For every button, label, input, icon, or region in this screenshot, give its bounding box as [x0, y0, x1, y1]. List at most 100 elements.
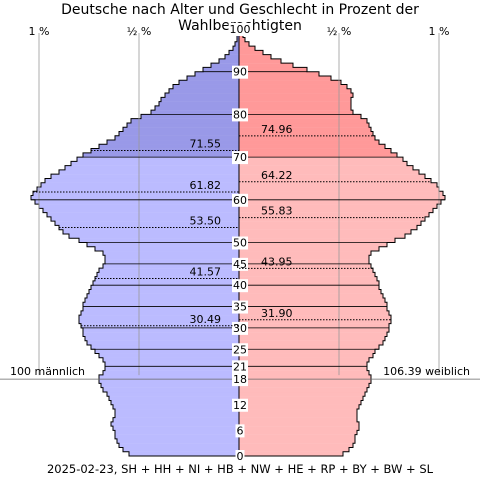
male-bar	[95, 349, 239, 354]
y-tick-label: 90	[233, 66, 247, 79]
mean-age-label-male: 53.50	[190, 215, 222, 228]
female-bar	[239, 221, 421, 226]
male-bar	[107, 140, 239, 145]
male-bar	[99, 144, 239, 149]
male-bar	[229, 50, 239, 55]
male-bar	[79, 238, 239, 243]
male-bar	[51, 216, 239, 222]
female-bar	[239, 340, 383, 346]
y-tick-label-bg	[232, 279, 248, 293]
female-bar	[239, 212, 429, 218]
male-bar	[225, 54, 239, 60]
male-bar	[41, 182, 239, 188]
female-bar	[239, 289, 381, 294]
female-bar	[239, 242, 387, 247]
female-bar	[239, 268, 373, 273]
female-bar	[239, 319, 391, 324]
female-bar	[239, 84, 347, 89]
female-bar	[239, 396, 363, 401]
female-bar	[239, 387, 367, 393]
female-bar	[239, 118, 367, 124]
y-tick-label-bg	[232, 236, 248, 250]
male-bar	[87, 340, 239, 346]
mean-age-label-male: 41.57	[190, 265, 222, 278]
female-bar	[239, 152, 397, 158]
x-tick-label: ½ %	[327, 25, 352, 38]
female-bar	[239, 161, 407, 166]
male-bar	[237, 37, 239, 43]
male-bar	[113, 426, 239, 431]
male-bar	[99, 374, 239, 380]
female-bar	[239, 327, 389, 333]
male-bar	[129, 451, 239, 457]
female-bar	[239, 140, 379, 145]
male-bar	[35, 199, 239, 205]
male-bar	[169, 88, 239, 94]
male-outline	[30, 28, 239, 457]
y-tick-label-bg	[232, 373, 248, 387]
female-bar	[239, 310, 389, 316]
female-bar	[239, 251, 371, 256]
female-bar	[239, 195, 445, 200]
male-bar	[105, 366, 239, 371]
female-bar	[239, 97, 351, 102]
female-bar	[239, 404, 359, 410]
male-bar	[99, 379, 239, 384]
male-bar	[63, 229, 239, 235]
mean-age-label-female: 31.90	[261, 307, 293, 320]
y-tick-label-bg	[232, 257, 248, 271]
male-bar	[103, 370, 239, 376]
male-bar	[115, 413, 239, 418]
mean-age-label-male: 71.55	[190, 137, 222, 150]
male-bar	[115, 434, 239, 440]
y-tick-label-bg	[235, 424, 245, 438]
female-bar	[239, 276, 377, 282]
y-tick-label: 21	[233, 360, 247, 373]
female-bar	[239, 67, 307, 72]
male-bar	[159, 101, 239, 107]
female-bar	[239, 144, 385, 149]
female-bar	[239, 391, 365, 397]
female-bar	[239, 41, 249, 47]
female-bar	[239, 438, 355, 444]
male-bar	[103, 251, 239, 256]
male-bar	[103, 263, 239, 269]
y-tick-label: 80	[233, 108, 247, 121]
male-bar	[165, 93, 239, 98]
y-tick-label: 0	[237, 450, 244, 463]
male-bar	[113, 417, 239, 423]
male-bar	[109, 396, 239, 401]
female-outline	[239, 28, 446, 457]
female-bar	[239, 148, 391, 154]
female-bar	[239, 430, 357, 435]
female-bar	[239, 272, 375, 277]
male-bar	[91, 148, 239, 154]
y-tick-label-bg	[235, 450, 245, 463]
female-bar	[239, 216, 425, 222]
female-bar	[239, 451, 343, 457]
female-bar	[239, 362, 367, 367]
y-tick-label: 50	[233, 237, 247, 250]
male-bar	[79, 315, 239, 320]
female-bar	[239, 80, 341, 85]
female-bar	[239, 379, 371, 384]
mean-age-label-female: 55.83	[261, 205, 293, 218]
female-bar	[239, 169, 419, 175]
female-bar	[239, 323, 389, 329]
female-bar	[239, 246, 379, 252]
y-tick-label-bg	[232, 108, 248, 122]
x-tick-label: 1 %	[29, 25, 50, 38]
male-bar	[155, 105, 239, 111]
y-tick-label: 70	[233, 151, 247, 164]
female-bar	[239, 409, 357, 414]
male-bar	[93, 280, 239, 286]
male-bar	[219, 58, 239, 64]
mean-age-label-female: 74.96	[261, 123, 293, 136]
female-bar	[239, 370, 369, 376]
male-bar	[107, 391, 239, 397]
y-tick-label: 30	[233, 322, 247, 335]
female-bar	[239, 135, 375, 141]
female-bar	[239, 349, 375, 354]
